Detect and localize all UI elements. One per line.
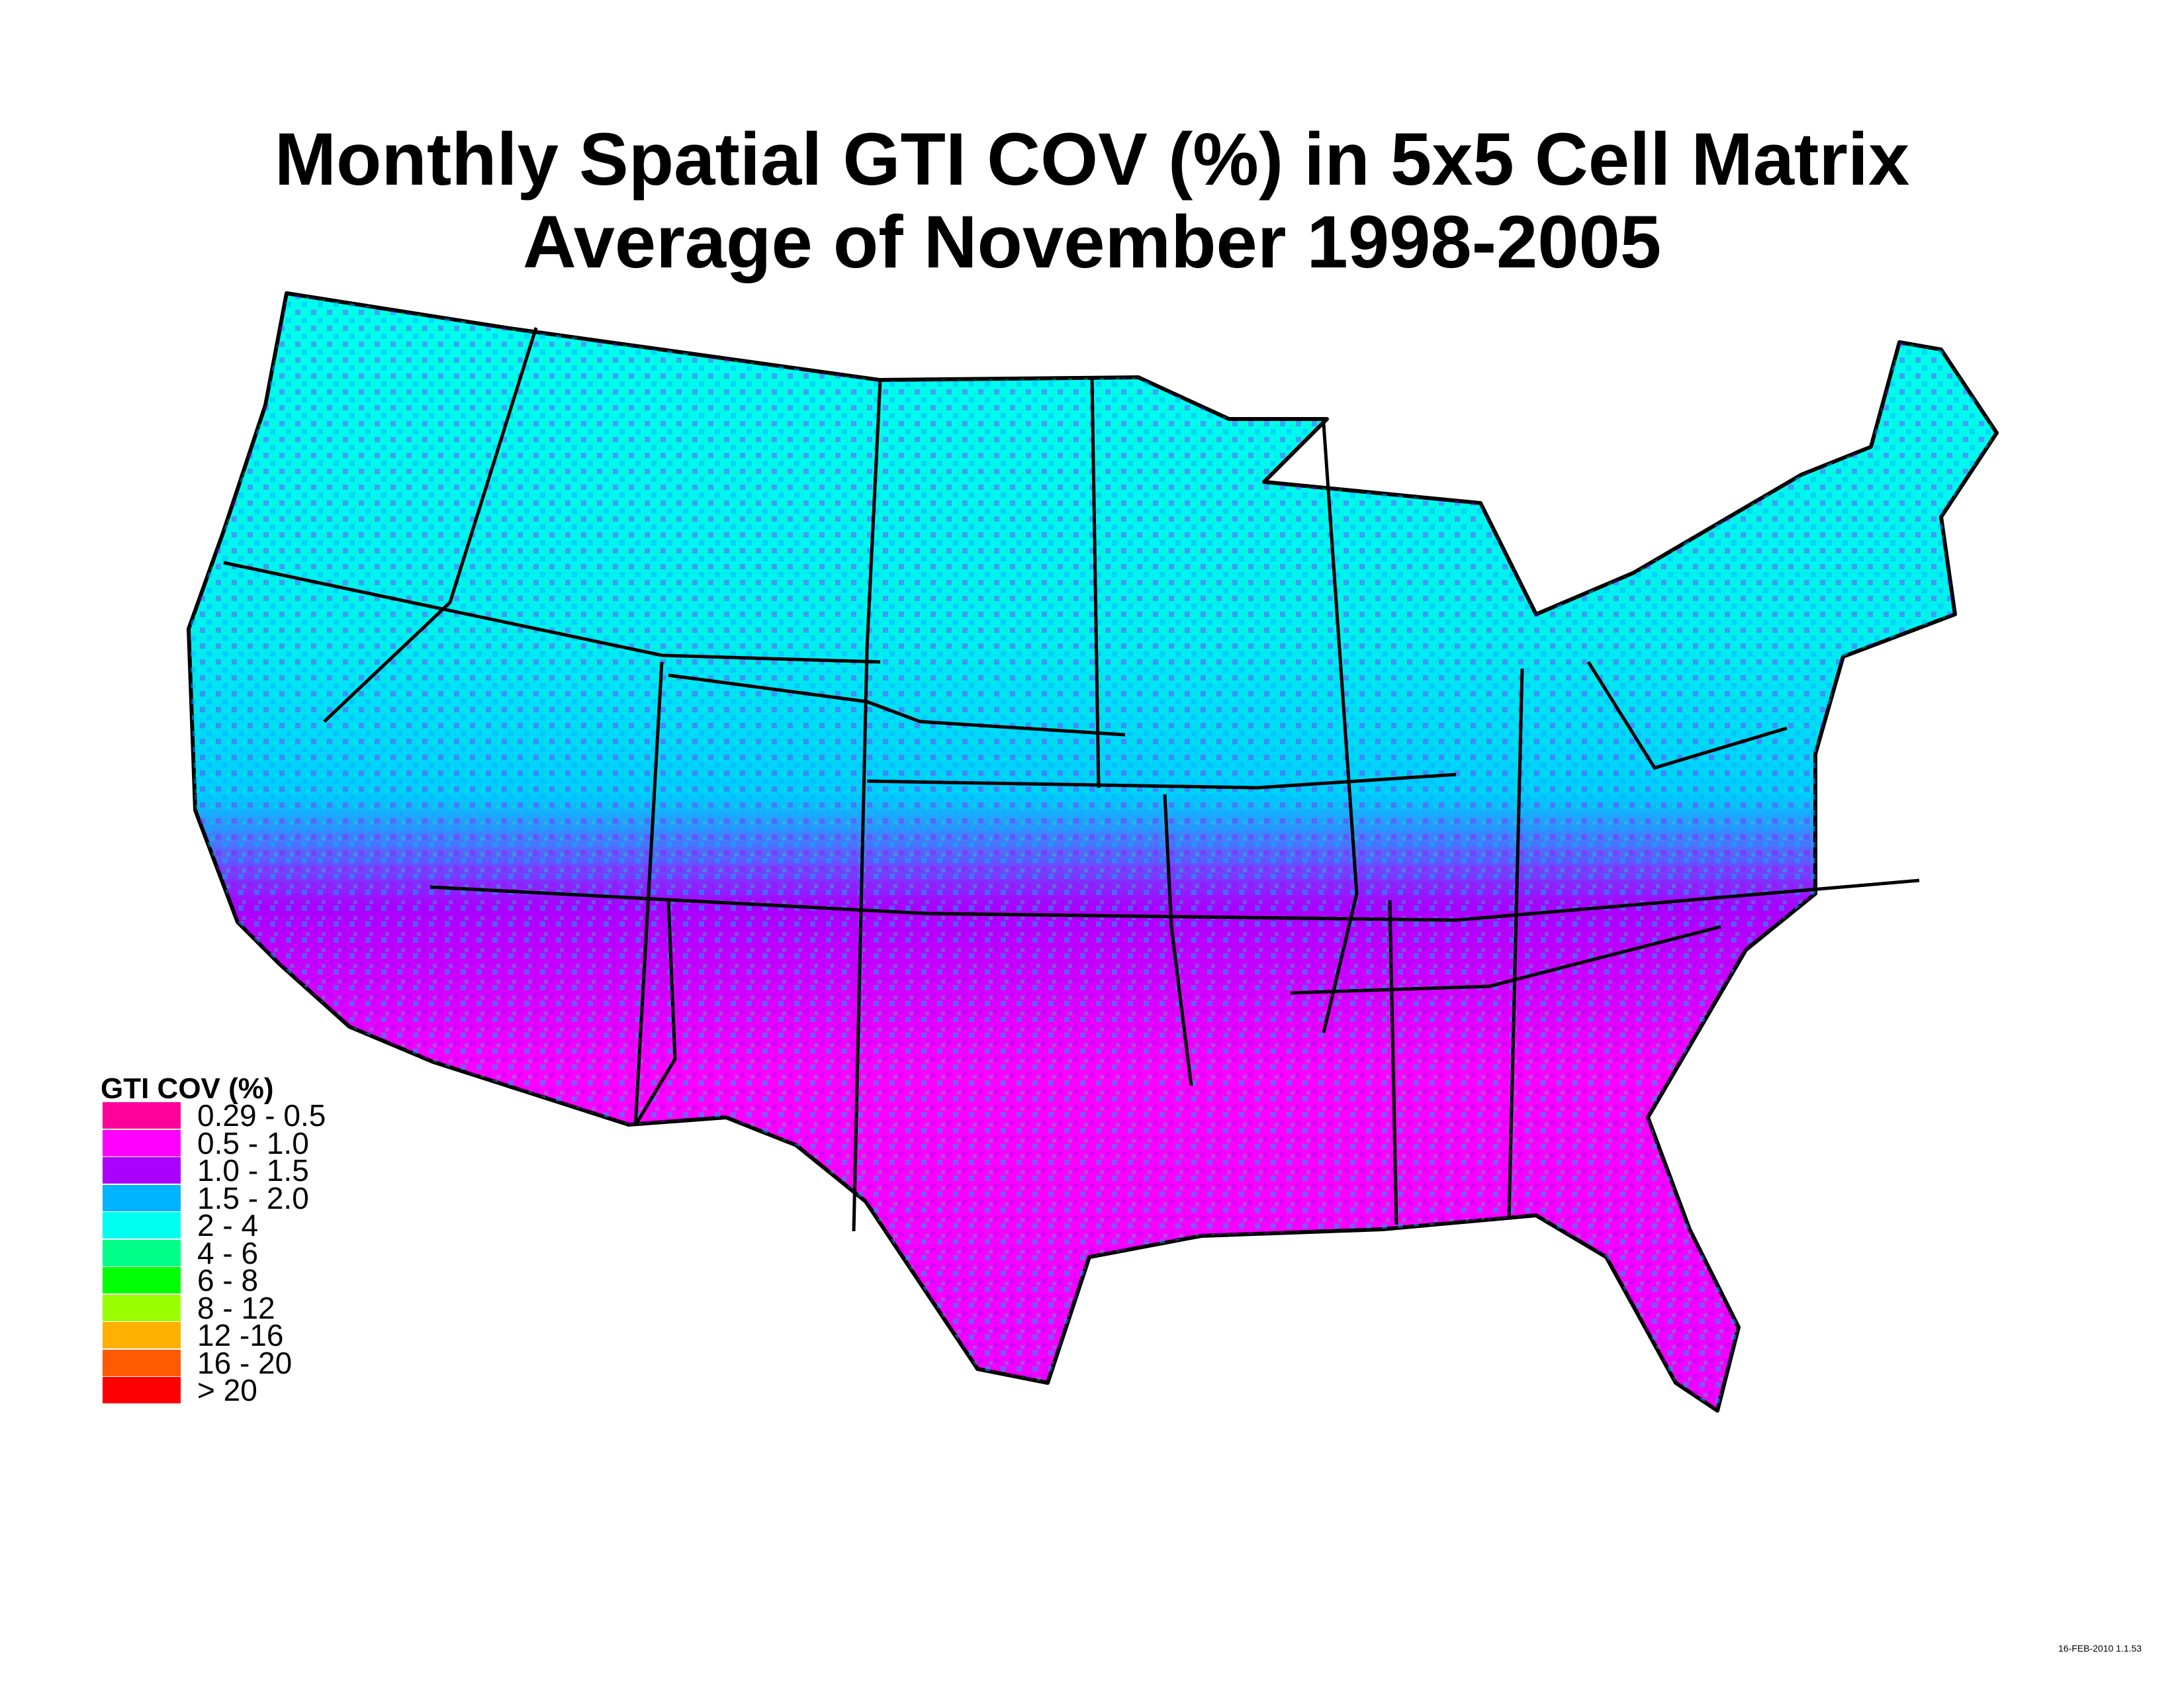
legend-title: GTI COV (%) bbox=[101, 1072, 274, 1105]
legend-label: 0.5 - 1.0 bbox=[197, 1126, 309, 1160]
legend-swatch bbox=[103, 1240, 181, 1266]
state-borders bbox=[223, 327, 1920, 1232]
legend-swatch bbox=[103, 1130, 181, 1156]
legend-swatch bbox=[103, 1322, 181, 1348]
legend-label: 8 - 12 bbox=[197, 1291, 275, 1325]
conus-outline bbox=[187, 291, 1999, 1413]
legend-label: 1.5 - 2.0 bbox=[197, 1181, 309, 1215]
legend-label: > 20 bbox=[197, 1373, 257, 1407]
legend-label: 1.0 - 1.5 bbox=[197, 1153, 309, 1188]
legend-swatch bbox=[103, 1102, 181, 1129]
legend-swatch bbox=[103, 1157, 181, 1184]
map-subtitle: Average of November 1998-2005 bbox=[522, 201, 1662, 283]
legend-label: 6 - 8 bbox=[197, 1263, 259, 1297]
legend-label: 16 - 20 bbox=[197, 1346, 293, 1380]
timestamp: 16-FEB-2010 1.1.53 bbox=[2058, 1643, 2142, 1654]
legend-label: 2 - 4 bbox=[197, 1208, 259, 1243]
legend-swatch bbox=[103, 1267, 181, 1293]
legend-swatch bbox=[103, 1212, 181, 1239]
legend-swatch bbox=[103, 1295, 181, 1321]
legend-label: 12 -16 bbox=[197, 1318, 284, 1352]
legend-swatch bbox=[103, 1377, 181, 1403]
legend-swatch bbox=[103, 1185, 181, 1211]
legend-label: 0.29 - 0.5 bbox=[197, 1098, 326, 1133]
legend-swatch bbox=[103, 1350, 181, 1376]
map-title: Monthly Spatial GTI COV (%) in 5x5 Cell … bbox=[274, 118, 1910, 201]
legend-label: 4 - 6 bbox=[197, 1236, 259, 1270]
